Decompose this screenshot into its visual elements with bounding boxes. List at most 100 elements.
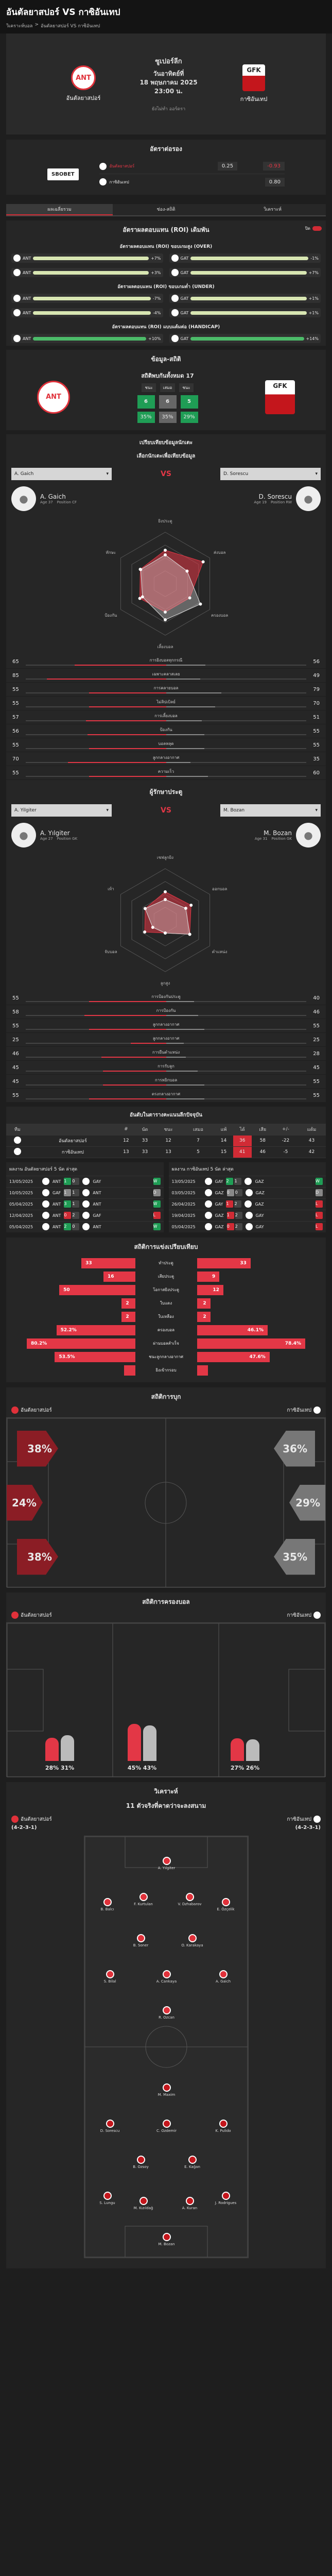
right-player-select[interactable]: D. Sorescu ▾ <box>220 468 321 480</box>
stat-bar: ลูกกลางอากาศ <box>26 752 306 766</box>
breadcrumb-home[interactable]: วิเคราะห์บอล <box>6 24 33 29</box>
roi-box[interactable]: GAT +1% <box>169 294 321 303</box>
compare-left: 50 <box>27 1284 135 1295</box>
lineup-player[interactable]: A. Gaich <box>208 1970 239 1984</box>
right-stat-value: 55 <box>313 1023 320 1029</box>
compare-left-bar: 80.2% <box>27 1338 135 1349</box>
away-team[interactable]: GFK กาซิอันเทป <box>213 64 295 104</box>
lineup-player[interactable]: J. Rodrigues <box>211 2191 241 2205</box>
tab-stats[interactable]: ช่อง-สถิติ <box>156 207 176 212</box>
player-shirt-icon <box>188 2155 197 2164</box>
roi-team: GAT <box>180 270 189 275</box>
right-stat-value: 79 <box>313 686 320 692</box>
table-row[interactable]: อันตัลยาสปอร์ 12 33 12 7 14 36 58 -22 43 <box>6 1135 326 1147</box>
compare-right-bar: 78.4% <box>197 1338 305 1349</box>
lineup-player[interactable]: S. Bilal <box>95 1970 126 1984</box>
roi-title: อัตราผลตอบแทน (ROI) เดิมพัน <box>123 226 209 233</box>
form-row[interactable]: 19/04/2025 GAZ 1 2 GAY L <box>168 1209 326 1221</box>
home-team-logo: ANT <box>71 65 96 90</box>
lineup-player[interactable]: E. Özçelik <box>211 1897 241 1911</box>
right-player-card[interactable]: ● D. Sorescu Age 19 Position RW <box>254 486 321 511</box>
lineup-player[interactable]: A. Kuran <box>174 2196 205 2210</box>
radar-label: เท้า <box>108 887 114 891</box>
roi-box[interactable]: ANT +7% <box>11 253 163 263</box>
lineup-player[interactable]: B. Ozsoy <box>126 2155 156 2169</box>
compare-row: 2 ใบเหลือง 2 <box>27 1310 305 1324</box>
lineup-player[interactable]: S. Lungu <box>92 2191 123 2205</box>
roi-box[interactable]: ANT -4% <box>11 308 163 317</box>
odds-row[interactable]: กาซิอันเทป 0.80 <box>99 174 285 190</box>
right-player-card[interactable]: ● M. Bozan Age 31 Position GK <box>255 823 321 848</box>
compare-left-bar: 33 <box>81 1258 135 1268</box>
lineup-player[interactable]: D. Sorescu <box>95 2119 126 2133</box>
form-row[interactable]: 13/05/2025 GAY 2 1 GAZ W <box>168 1175 326 1187</box>
lineup-player[interactable]: K. Pulido <box>208 2119 239 2133</box>
team-chip-icon <box>245 1212 253 1219</box>
roi-toggle[interactable] <box>312 226 322 231</box>
stat-right-fill <box>166 1056 186 1058</box>
roi-box[interactable]: ANT -7% <box>11 294 163 303</box>
lineup-player[interactable]: C. Ozdemir <box>151 2119 182 2133</box>
tab-overview[interactable]: ผลเฉลี่ยรวม <box>6 204 113 215</box>
breadcrumb-sep: > <box>34 22 39 27</box>
form-row[interactable]: 05/04/2025 ANT 3 1 ANT W <box>6 1198 164 1210</box>
lineup-player[interactable]: M. Kızıldağ <box>128 2196 159 2210</box>
lineup-player[interactable]: E. Kağan <box>177 2155 208 2169</box>
stat-right-fill <box>166 734 205 735</box>
roi-box[interactable]: GAT +7% <box>169 268 321 277</box>
form-row[interactable]: 05/04/2025 ANT 2 0 ANT W <box>6 1221 164 1232</box>
page-header: อันตัลยาสปอร์ VS กาซิอันเทป วิเคราะห์บอล… <box>0 0 332 33</box>
roi-box[interactable]: ANT +10% <box>11 334 163 343</box>
compare-label: ชนะลูกกลางอากาศ <box>149 1354 183 1359</box>
left-stat-value: 55 <box>12 1092 19 1098</box>
lineup-player[interactable]: A. Cankaya <box>151 1970 182 1984</box>
form-score-home: 2 <box>64 1223 72 1230</box>
form-row[interactable]: 13/05/2025 ANT 1 0 GAY W <box>6 1175 164 1187</box>
lineup-player[interactable]: M. Maxim <box>151 2083 182 2097</box>
lineup-player[interactable]: F. Kurtulan <box>128 1892 159 1906</box>
team-chip-icon <box>204 1189 212 1196</box>
compare-right: 78.4% <box>197 1338 305 1349</box>
lineup-player[interactable]: O. Karakaya <box>177 1934 208 1947</box>
roi-box[interactable]: GAT +14% <box>169 334 321 343</box>
roi-row: ANT +7% GAT -1% <box>6 251 326 265</box>
table-row[interactable]: กาซิอันเทป 13 33 13 5 15 41 46 -5 42 <box>6 1146 326 1158</box>
right-player-select[interactable]: M. Bozan ▾ <box>220 804 321 817</box>
form-row[interactable]: 03/05/2025 GAZ 0 0 GAZ D <box>168 1187 326 1198</box>
left-player-card[interactable]: ● A. Gaich Age 37 Position CF <box>11 486 77 511</box>
lineup-player-name: A. Cankaya <box>156 1979 177 1984</box>
lineup-player-name: K. Pulido <box>215 2128 231 2133</box>
h2h-label: ชนะ <box>142 383 156 392</box>
form-row[interactable]: 10/05/2025 GAF 1 1 ANT D <box>6 1187 164 1198</box>
form-row[interactable]: 12/04/2025 ANT 0 2 GAF L <box>6 1209 164 1221</box>
roi-box[interactable]: GAT -1% <box>169 253 321 263</box>
form-away: GAY <box>93 1179 101 1184</box>
players-section: เปรียบเทียบข้อมูลนักเตะ เลือกนักเตะเพื่อ… <box>6 434 326 1103</box>
lineup-player[interactable]: R. Ozcan <box>151 2006 182 2020</box>
form-row[interactable]: 26/04/2025 GAY 1 2 GAZ L <box>168 1198 326 1210</box>
lineup-player[interactable]: V. Dzhabarov <box>174 1892 205 1906</box>
roi-box[interactable]: GAT +1% <box>169 308 321 317</box>
tab-analysis[interactable]: วิเคราะห์ <box>264 207 282 212</box>
lineup-player[interactable]: B. Soner <box>126 1934 156 1947</box>
compare-label: ผ่านบอลสำเร็จ <box>153 1341 179 1346</box>
compare-row: ยิงเข้ากรอบ <box>27 1364 305 1377</box>
compare-right-bar: 9 <box>197 1271 220 1282</box>
lineup-player[interactable]: B. Balcı <box>92 1897 123 1911</box>
odds-row[interactable]: อันตัลยาสปอร์ 0.25 -0.93 <box>99 159 285 174</box>
left-player-card[interactable]: ● A. Yılgiter Age 27 Position GK <box>11 823 77 848</box>
player-shirt-icon <box>103 2191 112 2200</box>
player-avatar: ● <box>296 486 321 511</box>
match-day: วันอาทิตย์ที่ <box>153 70 184 77</box>
possession-value: 43% <box>143 1764 157 1771</box>
roi-box[interactable]: ANT +3% <box>11 268 163 277</box>
left-player-select[interactable]: A. Gaich ▾ <box>11 468 112 480</box>
lineup-player[interactable]: M. Bozan <box>151 2232 182 2246</box>
stat-bar: การหยิกบอล <box>26 1075 306 1089</box>
left-player-select[interactable]: A. Yilgiter ▾ <box>11 804 112 817</box>
stat-left-fill <box>89 1001 166 1002</box>
lineup-player[interactable]: A. Yılgiter <box>151 1856 182 1870</box>
form-row[interactable]: 05/04/2025 GAZ 0 2 GAY L <box>168 1221 326 1232</box>
home-team[interactable]: ANT อันตัลยาสปอร์ <box>42 65 125 103</box>
team-chip-icon <box>82 1200 90 1208</box>
